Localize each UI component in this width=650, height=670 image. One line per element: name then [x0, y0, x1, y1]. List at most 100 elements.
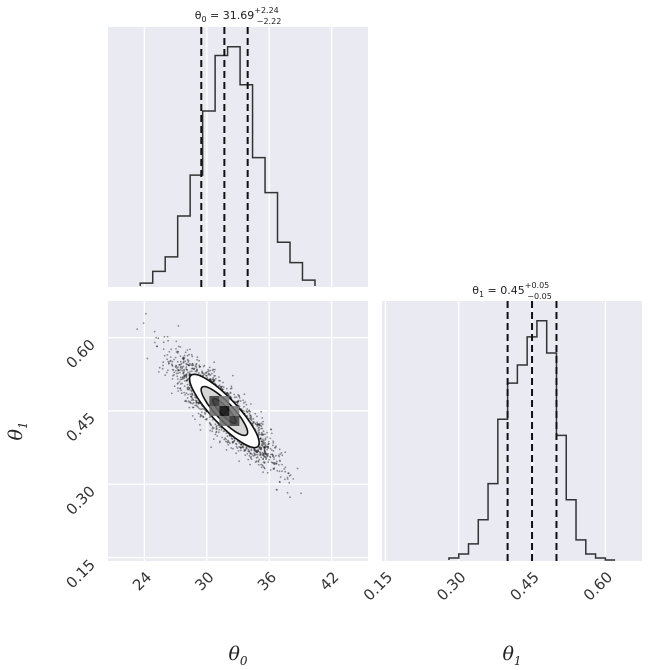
- scatter-point: [174, 366, 177, 369]
- scatter-point: [260, 440, 263, 442]
- scatter-point: [255, 449, 257, 451]
- scatter-point: [253, 453, 256, 456]
- scatter-point: [146, 357, 149, 360]
- scatter-point: [266, 445, 269, 448]
- scatter-point: [245, 447, 248, 450]
- scatter-point: [246, 410, 249, 413]
- density-cell-0: [209, 395, 220, 406]
- scatter-point: [263, 462, 266, 464]
- scatter-point: [249, 414, 251, 417]
- scatter-point: [191, 363, 194, 365]
- scatter-point: [190, 395, 192, 398]
- scatter-point: [205, 372, 208, 374]
- scatter-point: [179, 355, 182, 357]
- scatter-point: [261, 464, 264, 467]
- scatter-point: [188, 364, 191, 367]
- scatter-point: [184, 360, 187, 363]
- scatter-point: [218, 429, 221, 431]
- scatter-point: [198, 364, 201, 367]
- scatter-point: [278, 480, 281, 483]
- scatter-point: [246, 452, 249, 455]
- scatter-point: [270, 461, 273, 463]
- scatter-point: [284, 466, 287, 469]
- panel-theta1-hist: [382, 301, 642, 561]
- scatter-point: [181, 367, 184, 370]
- tick-x-theta0-1: 30: [191, 568, 217, 594]
- scatter-point: [260, 444, 263, 446]
- scatter-point: [186, 358, 189, 361]
- scatter-point: [287, 472, 290, 475]
- scatter-point: [229, 392, 232, 394]
- scatter-point: [230, 447, 233, 449]
- scatter-point: [231, 374, 234, 377]
- scatter-point: [192, 364, 195, 366]
- scatter-point: [186, 369, 189, 371]
- scatter-point: [230, 437, 233, 440]
- scatter-point: [284, 451, 287, 454]
- scatter-point: [238, 397, 241, 399]
- scatter-point: [259, 454, 262, 456]
- scatter-point: [229, 387, 232, 390]
- scatter-point: [212, 438, 215, 440]
- scatter-point: [192, 367, 194, 370]
- scatter-point: [194, 365, 197, 368]
- scatter-point: [281, 454, 284, 457]
- scatter-point: [197, 412, 200, 415]
- scatter-point: [260, 447, 262, 450]
- scatter-point: [266, 446, 268, 448]
- scatter-point: [258, 422, 261, 425]
- scatter-point: [170, 348, 173, 351]
- scatter-point: [260, 425, 263, 428]
- scatter-point: [162, 348, 165, 350]
- scatter-point: [177, 369, 180, 372]
- scatter-point: [181, 382, 184, 385]
- scatter-point: [213, 378, 215, 381]
- scatter-point: [238, 446, 241, 448]
- scatter-point: [248, 409, 251, 412]
- scatter-point: [272, 467, 275, 470]
- scatter-point: [209, 424, 212, 426]
- scatter-point: [241, 445, 244, 448]
- scatter-point: [229, 391, 232, 394]
- scatter-point: [199, 429, 202, 431]
- scatter-point: [281, 463, 283, 466]
- scatter-point: [162, 361, 165, 364]
- scatter-point: [269, 428, 272, 431]
- joint-contours: [188, 373, 260, 449]
- scatter-point: [242, 402, 245, 404]
- scatter-point: [255, 450, 258, 453]
- scatter-point: [182, 360, 185, 363]
- scatter-point: [199, 423, 201, 426]
- scatter-point: [186, 386, 189, 389]
- scatter-point: [265, 458, 267, 460]
- scatter-point: [252, 418, 255, 420]
- scatter-point: [190, 396, 193, 398]
- scatter-point: [213, 379, 215, 382]
- scatter-point: [187, 400, 190, 403]
- scatter-point: [222, 386, 225, 388]
- scatter-point: [214, 433, 217, 436]
- scatter-point: [261, 440, 264, 443]
- scatter-point: [177, 345, 180, 348]
- scatter-point: [232, 441, 235, 444]
- scatter-point: [204, 371, 207, 374]
- scatter-point: [236, 400, 239, 403]
- scatter-point: [255, 453, 257, 456]
- scatter-point: [209, 369, 212, 372]
- scatter-point: [175, 364, 178, 367]
- scatter-point: [250, 403, 252, 405]
- scatter-point: [198, 359, 201, 362]
- scatter-point: [239, 400, 242, 402]
- scatter-point: [202, 372, 205, 375]
- scatter-point: [201, 415, 204, 417]
- scatter-point: [265, 457, 268, 459]
- scatter-point: [240, 443, 242, 446]
- scatter-point: [171, 360, 174, 363]
- scatter-point: [263, 449, 266, 451]
- scatter-point: [275, 454, 277, 457]
- scatter-point: [169, 360, 171, 363]
- scatter-point: [201, 372, 204, 374]
- scatter-point: [218, 384, 221, 387]
- scatter-point: [182, 357, 185, 359]
- scatter-point: [153, 330, 156, 333]
